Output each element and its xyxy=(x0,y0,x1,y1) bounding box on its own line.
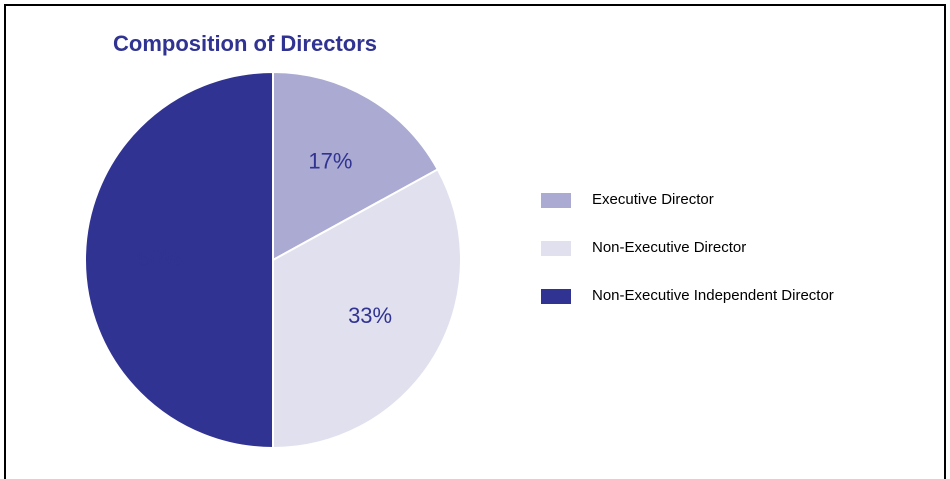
legend-label: Non-Executive Independent Director xyxy=(592,287,834,304)
pie-slice xyxy=(272,168,462,450)
legend-swatch xyxy=(541,289,571,304)
legend-swatch xyxy=(541,193,571,208)
legend-label: Non-Executive Director xyxy=(592,239,746,256)
pie-slice xyxy=(272,70,440,262)
pie-slice xyxy=(84,70,274,450)
slice-label: 33% xyxy=(348,303,392,328)
slice-label: 50% xyxy=(138,246,182,271)
frame xyxy=(4,4,946,479)
slice-label: 17% xyxy=(308,149,352,174)
legend-swatch xyxy=(541,241,571,256)
legend-label: Executive Director xyxy=(592,191,714,208)
chart-title: Composition of Directors xyxy=(113,31,377,56)
